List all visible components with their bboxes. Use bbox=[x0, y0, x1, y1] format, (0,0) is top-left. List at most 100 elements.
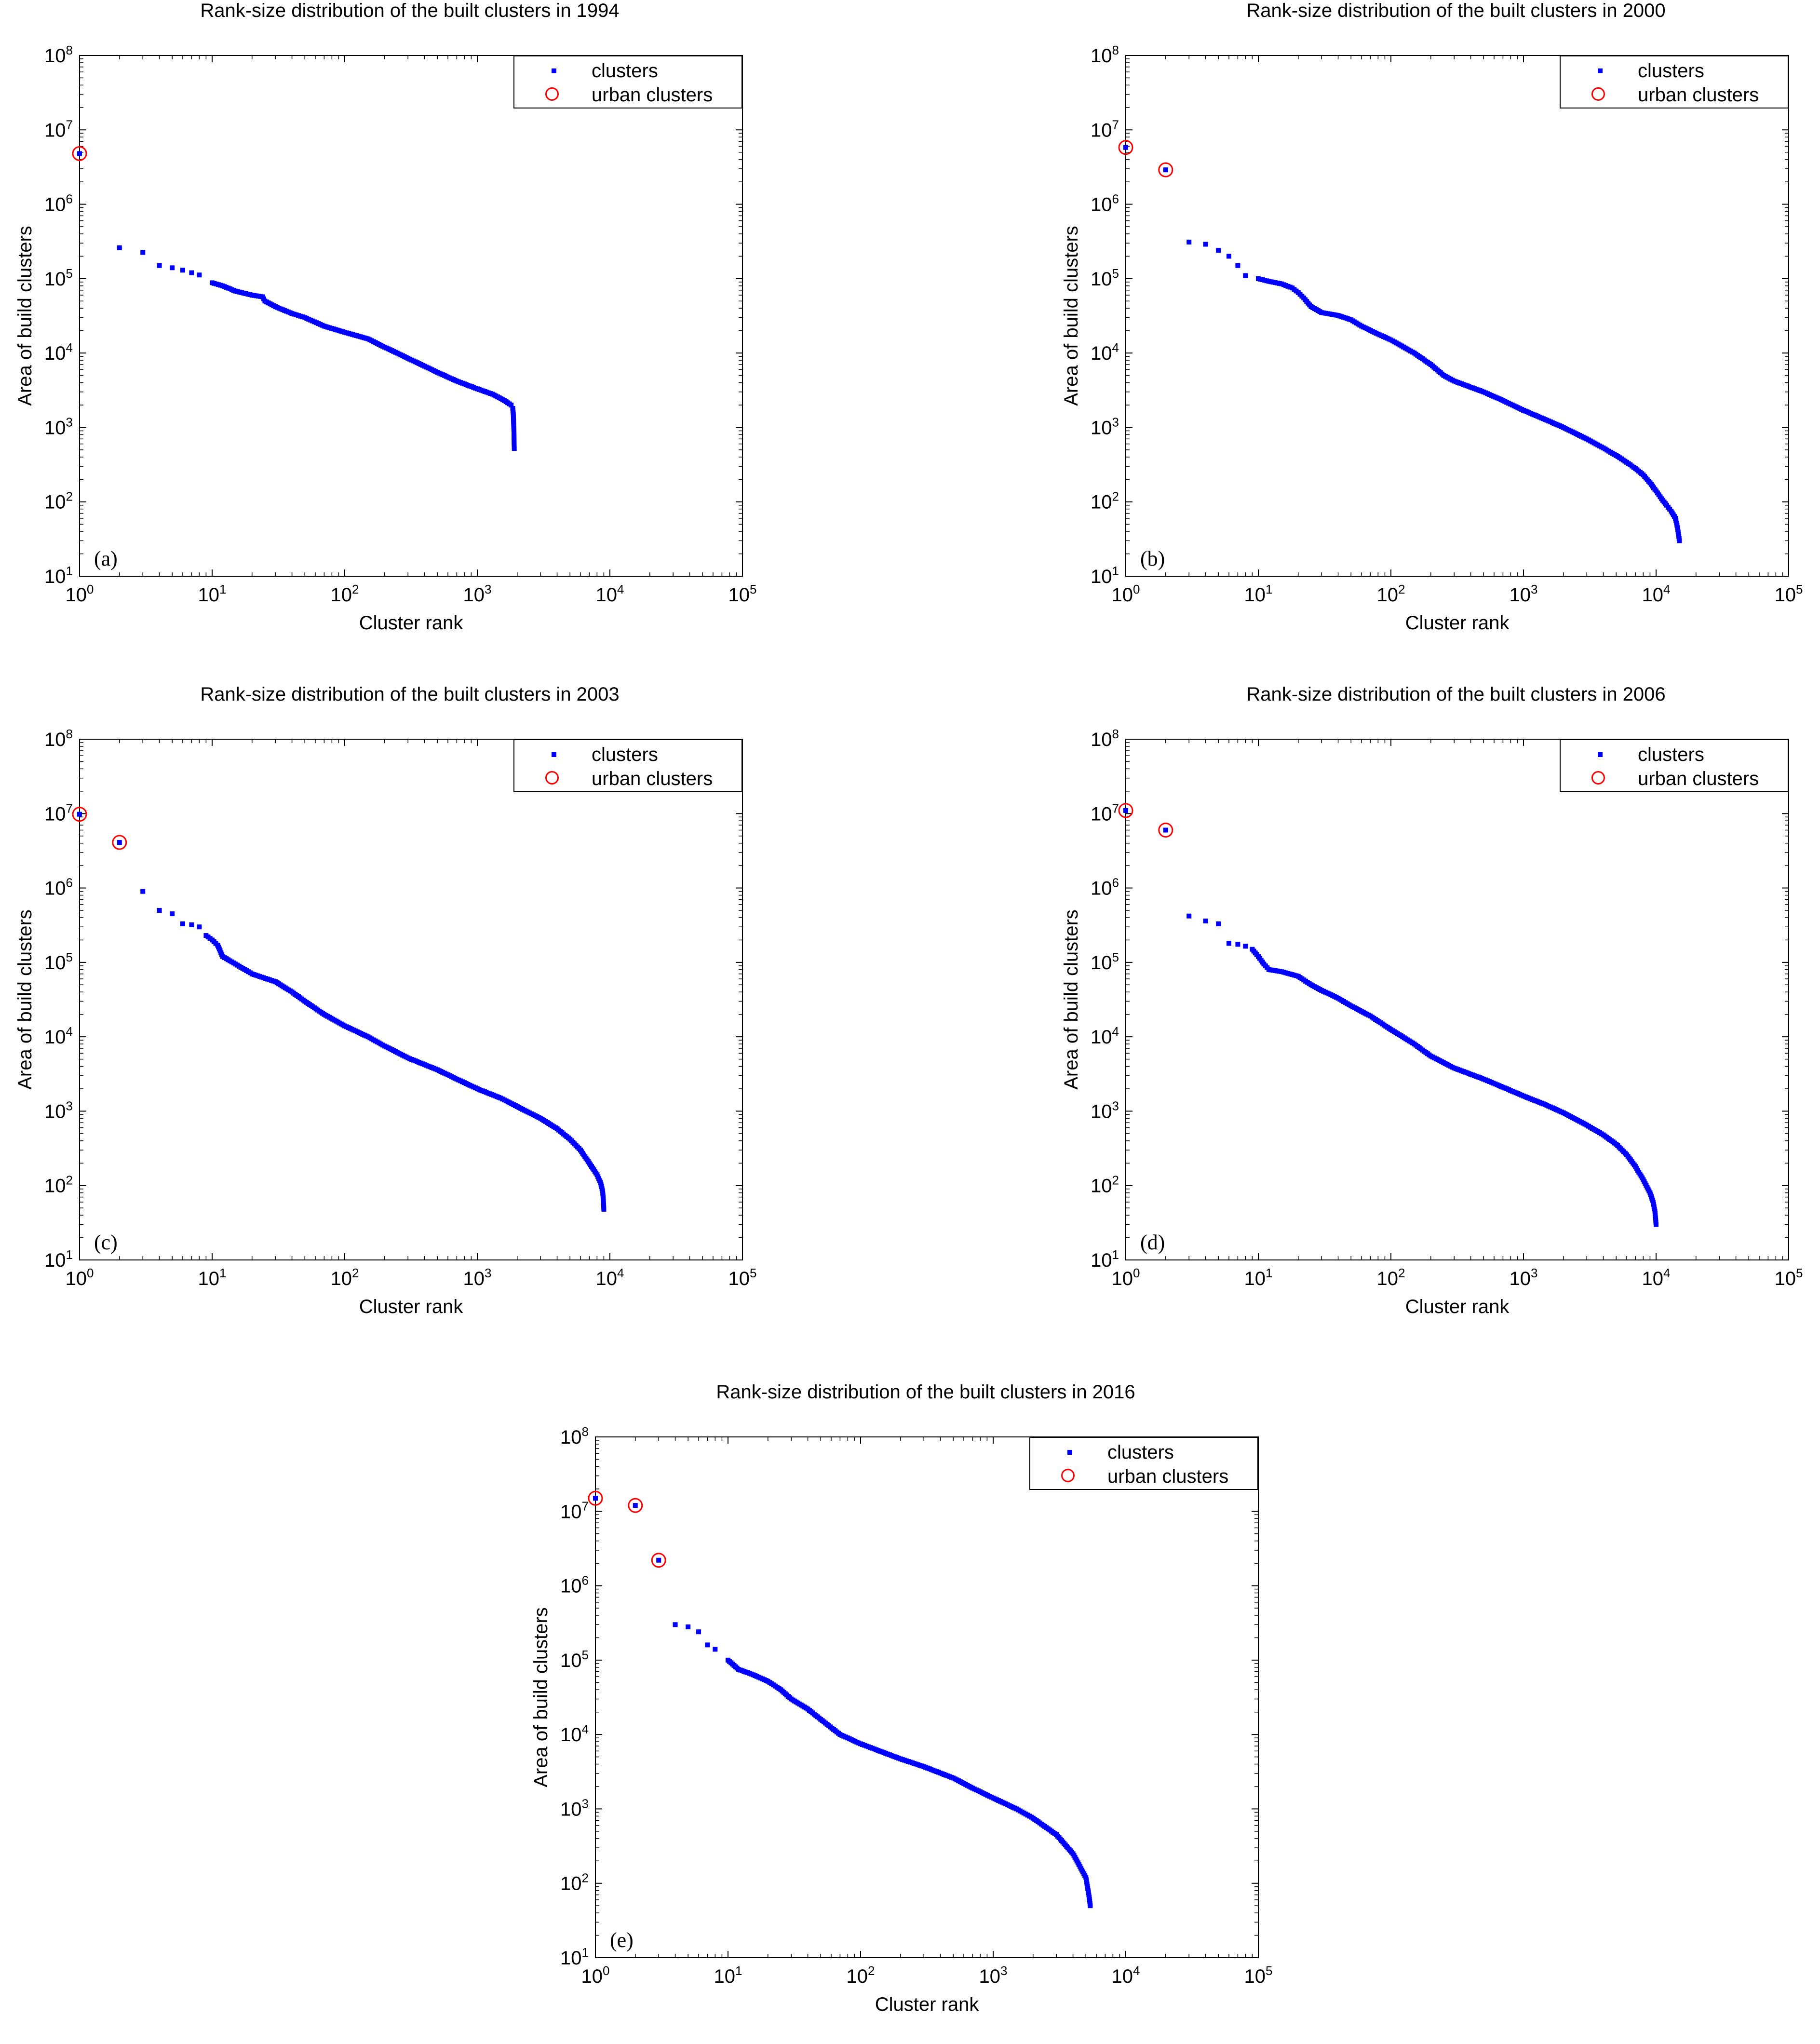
data-point bbox=[1226, 941, 1231, 946]
data-point bbox=[1216, 921, 1221, 926]
urban-cluster-marker bbox=[651, 1553, 666, 1568]
data-point bbox=[1203, 242, 1208, 247]
data-point bbox=[117, 840, 122, 845]
chart-canvas: 100 101 102 103 104 1051011021031041051061071… bbox=[1061, 727, 1803, 1317]
x-tick-label: 104 bbox=[596, 582, 624, 606]
legend-entry: clusters bbox=[1030, 1440, 1257, 1464]
chart-panel-1994: 100 101 102 103 104 105 101 102 103 104 105 106 107 1… bbox=[0, 0, 820, 661]
x-tick-label: 100 bbox=[581, 1963, 610, 1987]
y-axis-label: Area of build clusters bbox=[14, 226, 36, 406]
y-axis-label: Area of build clusters bbox=[1061, 226, 1082, 406]
legend-entry: clusters bbox=[1561, 59, 1788, 83]
data-point bbox=[1235, 942, 1240, 947]
y-tick-label: 105 bbox=[1091, 950, 1119, 974]
y-tick-label: 103 bbox=[1091, 1098, 1119, 1122]
x-tick-label: 104 bbox=[1642, 582, 1671, 606]
plot-frame bbox=[1125, 739, 1789, 1260]
data-point bbox=[197, 924, 202, 930]
x-axis-label: Cluster rank bbox=[1405, 1296, 1510, 1317]
urban-cluster-marker bbox=[1158, 823, 1173, 838]
legend-entry: urban clusters bbox=[1561, 83, 1788, 107]
series-urban-clusters bbox=[72, 807, 127, 850]
data-point bbox=[1186, 913, 1192, 919]
panel-label: (c) bbox=[94, 1231, 118, 1254]
urban-cluster-marker bbox=[72, 807, 87, 822]
data-point bbox=[1123, 145, 1128, 150]
chart-title: Rank-size distribution of the built clus… bbox=[200, 684, 620, 705]
y-tick-label: 104 bbox=[560, 1722, 589, 1746]
data-point bbox=[117, 245, 122, 250]
y-tick-label: 107 bbox=[1091, 117, 1119, 141]
legend-entry: urban clusters bbox=[1030, 1464, 1257, 1489]
data-point bbox=[1235, 263, 1240, 268]
legend-dot-icon bbox=[552, 68, 556, 73]
x-tick-label: 105 bbox=[1775, 582, 1803, 606]
x-tick-label: 102 bbox=[331, 1266, 359, 1289]
data-point bbox=[1186, 240, 1192, 245]
legend-dot-icon bbox=[1598, 752, 1603, 757]
chart-legend: clusters urban clusters bbox=[513, 55, 742, 108]
x-tick-label: 100 bbox=[66, 1266, 94, 1289]
legend-entry: urban clusters bbox=[514, 83, 741, 107]
data-point bbox=[1123, 808, 1128, 813]
x-tick-label: 101 bbox=[1244, 582, 1273, 606]
data-point bbox=[157, 263, 162, 268]
x-tick-label: 100 bbox=[1112, 582, 1140, 606]
data-point bbox=[1088, 1903, 1093, 1909]
urban-cluster-marker bbox=[628, 1498, 643, 1513]
y-tick-label: 104 bbox=[1091, 1024, 1119, 1048]
data-point bbox=[656, 1557, 661, 1563]
data-point bbox=[1243, 273, 1248, 278]
legend-label: urban clusters bbox=[592, 84, 713, 106]
urban-cluster-marker bbox=[112, 835, 127, 850]
data-point bbox=[593, 1496, 598, 1501]
series-clusters bbox=[77, 812, 607, 1212]
legend-entry: clusters bbox=[1561, 743, 1788, 767]
legend-circle-icon bbox=[545, 771, 559, 785]
urban-cluster-marker bbox=[1118, 140, 1133, 155]
x-tick-label: 100 bbox=[66, 582, 94, 606]
legend-entry: clusters bbox=[514, 743, 741, 767]
chart-canvas: 100 101 102 103 104 1051011021031041051061071… bbox=[530, 1424, 1272, 2015]
data-point bbox=[686, 1624, 691, 1629]
y-tick-label: 102 bbox=[44, 489, 73, 513]
y-tick-label: 103 bbox=[1091, 415, 1119, 438]
chart-panel-2016: 100 101 102 103 104 105 101 102 103 104 105 106 107 1… bbox=[516, 1381, 1335, 2042]
data-point bbox=[140, 250, 146, 255]
y-tick-label: 106 bbox=[1091, 192, 1119, 216]
data-point bbox=[189, 270, 194, 275]
series-urban-clusters bbox=[588, 1490, 666, 1568]
data-point bbox=[696, 1629, 701, 1635]
legend-entry: urban clusters bbox=[1561, 767, 1788, 791]
chart-legend: clusters urban clusters bbox=[1560, 55, 1789, 108]
data-point bbox=[170, 911, 175, 917]
series-urban-clusters bbox=[1118, 140, 1173, 177]
chart-canvas: 100 101 102 103 104 1051011021031041051061071… bbox=[14, 727, 756, 1317]
data-point bbox=[1654, 1222, 1658, 1227]
plot-frame bbox=[79, 739, 743, 1260]
data-point bbox=[189, 922, 194, 927]
urban-cluster-marker bbox=[72, 146, 87, 161]
legend-label: clusters bbox=[1638, 60, 1704, 81]
data-point bbox=[673, 1622, 678, 1627]
data-point bbox=[512, 446, 517, 451]
legend-label: clusters bbox=[1107, 1442, 1174, 1463]
y-tick-label: 107 bbox=[44, 117, 73, 141]
legend-circle-icon bbox=[1061, 1469, 1075, 1482]
x-tick-label: 103 bbox=[463, 582, 492, 606]
chart-title: Rank-size distribution of the built clus… bbox=[1246, 0, 1666, 21]
series-urban-clusters bbox=[1118, 803, 1173, 838]
chart-panel-2006: 100 101 102 103 104 105 101 102 103 104 105 106 107 1… bbox=[1046, 684, 1820, 1344]
legend-label: clusters bbox=[592, 60, 658, 81]
y-axis-label: Area of build clusters bbox=[14, 909, 36, 1090]
data-point bbox=[633, 1503, 638, 1508]
data-point bbox=[77, 151, 82, 156]
x-axis-label: Cluster rank bbox=[359, 1296, 464, 1317]
y-tick-label: 108 bbox=[44, 727, 73, 750]
data-point bbox=[1216, 248, 1221, 253]
chart-legend: clusters urban clusters bbox=[513, 739, 742, 792]
legend-circle-icon bbox=[1591, 771, 1605, 785]
series-clusters bbox=[593, 1496, 1093, 1909]
y-tick-label: 103 bbox=[560, 1796, 589, 1820]
data-point bbox=[140, 889, 146, 894]
